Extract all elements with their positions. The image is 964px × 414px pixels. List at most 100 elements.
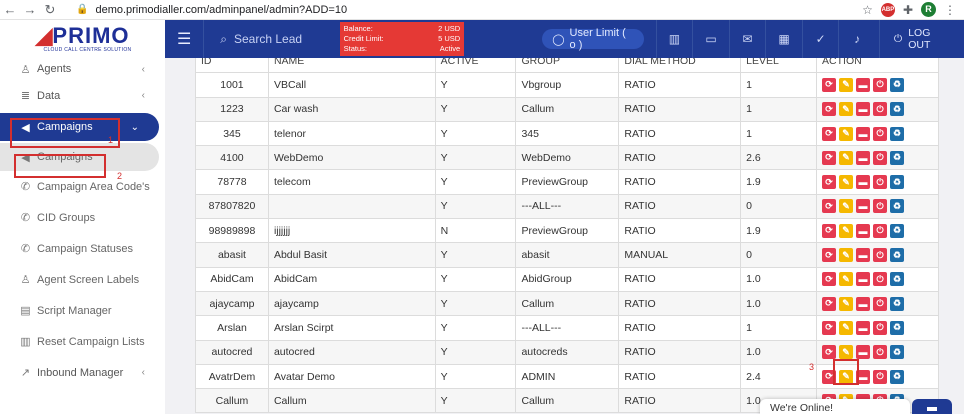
refresh-icon[interactable]: ⟳ <box>822 126 837 141</box>
forward-icon[interactable]: → <box>23 2 37 17</box>
trash-icon[interactable]: ▬ <box>856 369 871 384</box>
sidebar-subitem-area-codes[interactable]: ✆ Campaign Area Code's <box>0 171 165 202</box>
trash-icon[interactable]: ▬ <box>856 150 871 165</box>
column-header[interactable]: ID <box>195 58 269 74</box>
grid-icon[interactable]: ▦ <box>765 20 802 58</box>
edit-icon[interactable]: ✎ <box>839 150 854 165</box>
recycle-icon[interactable]: ♻ <box>890 320 905 335</box>
refresh-icon[interactable]: ⟳ <box>822 345 837 360</box>
live-chat-widget[interactable]: We're Online! <box>760 399 910 414</box>
power-icon[interactable]: ⏻ <box>873 77 888 92</box>
mail-icon[interactable]: ✉ <box>728 20 766 58</box>
sidebar-subitem-reset-lists[interactable]: ▥ Reset Campaign Lists <box>0 326 165 357</box>
recycle-icon[interactable]: ♻ <box>890 296 905 311</box>
extensions-icon[interactable]: ✚ <box>902 2 913 17</box>
reload-icon[interactable]: ↻ <box>44 1 56 17</box>
edit-icon[interactable]: ✎ <box>839 223 854 238</box>
refresh-icon[interactable]: ⟳ <box>822 320 837 335</box>
recycle-icon[interactable]: ♻ <box>890 272 905 287</box>
profile-avatar[interactable]: R <box>921 2 936 17</box>
recycle-icon[interactable]: ♻ <box>890 77 905 92</box>
edit-icon[interactable]: ✎ <box>839 272 854 287</box>
recycle-icon[interactable]: ♻ <box>890 345 905 360</box>
recycle-icon[interactable]: ♻ <box>890 175 905 190</box>
trash-icon[interactable]: ▬ <box>856 199 871 214</box>
power-icon[interactable]: ⏻ <box>873 175 888 190</box>
refresh-icon[interactable]: ⟳ <box>822 150 837 165</box>
recycle-icon[interactable]: ♻ <box>890 102 905 117</box>
sidebar-subitem-cid-groups[interactable]: ✆ CID Groups <box>0 202 165 233</box>
star-icon[interactable]: ☆ <box>862 2 873 17</box>
back-icon[interactable]: ← <box>3 2 17 17</box>
refresh-icon[interactable]: ⟳ <box>822 175 837 190</box>
edit-icon[interactable]: ✎ <box>839 320 854 335</box>
microphone-icon[interactable]: ♪ <box>838 20 875 58</box>
edit-icon[interactable]: ✎ <box>839 248 854 263</box>
refresh-icon[interactable]: ⟳ <box>822 77 837 92</box>
trash-icon[interactable]: ▬ <box>856 296 871 311</box>
trash-icon[interactable]: ▬ <box>856 102 871 117</box>
adblock-icon[interactable]: ABP <box>880 2 895 17</box>
power-icon[interactable]: ⏻ <box>873 199 888 214</box>
chat-icon[interactable]: ▭ <box>692 20 729 58</box>
sidebar-subitem-statuses[interactable]: ✆ Campaign Statuses <box>0 233 165 264</box>
edit-icon[interactable]: ✎ <box>839 126 854 141</box>
trash-icon[interactable]: ▬ <box>856 248 871 263</box>
power-icon[interactable]: ⏻ <box>873 345 888 360</box>
recycle-icon[interactable]: ♻ <box>890 248 905 263</box>
recycle-icon[interactable]: ♻ <box>890 150 905 165</box>
logout-button[interactable]: ⏻ LOG OUT <box>878 20 964 58</box>
sidebar-subitem-script-manager[interactable]: ▤ Script Manager <box>0 295 165 326</box>
power-icon[interactable]: ⏻ <box>873 150 888 165</box>
power-icon[interactable]: ⏻ <box>873 248 888 263</box>
edit-icon[interactable]: ✎ <box>839 102 854 117</box>
edit-icon[interactable]: ✎ <box>839 345 854 360</box>
column-header[interactable]: LEVEL <box>740 58 818 74</box>
trash-icon[interactable]: ▬ <box>856 272 871 287</box>
recycle-icon[interactable]: ♻ <box>890 199 905 214</box>
edit-icon[interactable]: ✎ <box>839 77 854 92</box>
refresh-icon[interactable]: ⟳ <box>822 199 837 214</box>
search-lead-button[interactable]: ⌕ Search Lead <box>203 20 339 58</box>
trash-icon[interactable]: ▬ <box>856 223 871 238</box>
column-header[interactable]: GROUP <box>515 58 620 74</box>
column-header[interactable]: DIAL METHOD <box>618 58 742 74</box>
power-icon[interactable]: ⏻ <box>873 296 888 311</box>
power-icon[interactable]: ⏻ <box>873 223 888 238</box>
recycle-icon[interactable]: ♻ <box>890 369 905 384</box>
power-icon[interactable]: ⏻ <box>873 126 888 141</box>
refresh-icon[interactable]: ⟳ <box>822 296 837 311</box>
edit-icon[interactable]: ✎ <box>839 175 854 190</box>
address-bar[interactable]: 🔒 demo.primodialler.com/adminpanel/admin… <box>68 1 858 19</box>
recycle-icon[interactable]: ♻ <box>890 223 905 238</box>
trash-icon[interactable]: ▬ <box>856 77 871 92</box>
user-limit-button[interactable]: ◯ User Limit ( o ) <box>542 27 644 51</box>
menu-icon[interactable]: ⋮ <box>944 2 956 17</box>
edit-icon[interactable]: ✎ <box>839 199 854 214</box>
refresh-icon[interactable]: ⟳ <box>822 102 837 117</box>
sidebar-item-campaigns[interactable]: ◀ Campaigns ⌄ <box>0 113 159 141</box>
edit-icon[interactable]: ✎ <box>839 296 854 311</box>
column-header[interactable]: NAME <box>267 58 436 74</box>
trash-icon[interactable]: ▬ <box>856 126 871 141</box>
power-icon[interactable]: ⏻ <box>873 320 888 335</box>
sidebar-subitem-campaigns[interactable]: ◀ Campaigns <box>0 143 159 171</box>
sidebar-item-agents[interactable]: ♙ Agents ‹ <box>0 58 165 80</box>
brand-logo[interactable]: ◢ PRIMO CLOUD CALL CENTRE SOLUTION <box>0 20 165 58</box>
edit-icon[interactable]: ✎ <box>839 369 854 384</box>
check-circle-icon[interactable]: ✓ <box>801 20 839 58</box>
power-icon[interactable]: ⏻ <box>873 369 888 384</box>
power-icon[interactable]: ⏻ <box>873 272 888 287</box>
refresh-icon[interactable]: ⟳ <box>822 272 837 287</box>
refresh-icon[interactable]: ⟳ <box>822 223 837 238</box>
trash-icon[interactable]: ▬ <box>856 345 871 360</box>
directory-icon[interactable]: ▥ <box>655 20 693 58</box>
column-header[interactable]: ACTIVE <box>434 58 517 74</box>
sidebar-subitem-screen-labels[interactable]: ♙ Agent Screen Labels <box>0 264 165 295</box>
refresh-icon[interactable]: ⟳ <box>822 369 837 384</box>
refresh-icon[interactable]: ⟳ <box>822 248 837 263</box>
recycle-icon[interactable]: ♻ <box>890 126 905 141</box>
trash-icon[interactable]: ▬ <box>856 175 871 190</box>
power-icon[interactable]: ⏻ <box>873 102 888 117</box>
sidebar-item-data[interactable]: ≣ Data ‹ <box>0 80 165 111</box>
